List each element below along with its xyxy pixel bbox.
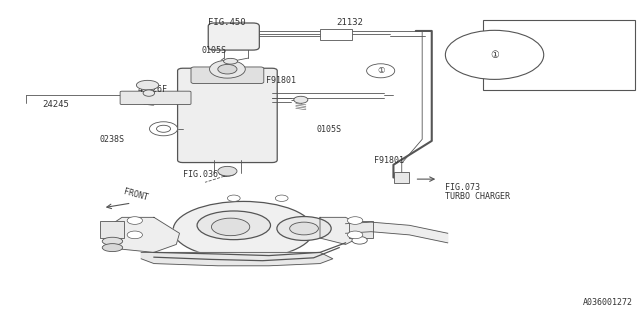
Circle shape <box>352 236 367 244</box>
Circle shape <box>275 195 288 201</box>
FancyBboxPatch shape <box>120 91 191 105</box>
Text: F91801: F91801 <box>374 156 404 164</box>
Text: 21132: 21132 <box>336 19 363 28</box>
Circle shape <box>157 125 171 132</box>
Circle shape <box>219 168 236 176</box>
Circle shape <box>218 64 237 74</box>
Ellipse shape <box>294 96 308 103</box>
Polygon shape <box>141 252 333 266</box>
Ellipse shape <box>211 218 250 236</box>
Text: 99083: 99083 <box>516 68 543 77</box>
FancyBboxPatch shape <box>208 23 259 50</box>
Text: FIG.036-2: FIG.036-2 <box>182 170 228 179</box>
Text: 0238S: 0238S <box>100 135 125 144</box>
Ellipse shape <box>102 244 123 252</box>
Ellipse shape <box>143 90 155 96</box>
Circle shape <box>367 64 395 78</box>
Text: 0105S: 0105S <box>317 125 342 134</box>
Text: TURBO CHARGER: TURBO CHARGER <box>445 192 509 201</box>
Circle shape <box>218 166 237 176</box>
Polygon shape <box>346 222 448 243</box>
Text: <’17MY- >: <’17MY- > <box>570 68 618 77</box>
Circle shape <box>209 60 245 78</box>
Text: A036001272: A036001272 <box>583 298 633 307</box>
Bar <box>100 220 124 238</box>
Text: 0105S: 0105S <box>202 45 227 55</box>
Circle shape <box>348 217 363 224</box>
Text: ①: ① <box>490 50 499 60</box>
Ellipse shape <box>102 237 123 245</box>
FancyBboxPatch shape <box>191 67 264 84</box>
Text: 99078: 99078 <box>516 33 543 42</box>
Polygon shape <box>320 217 358 244</box>
Ellipse shape <box>173 201 314 259</box>
Text: ①: ① <box>377 66 385 75</box>
Ellipse shape <box>290 222 319 235</box>
Circle shape <box>348 231 363 239</box>
Text: F91801: F91801 <box>266 76 296 85</box>
Text: < -’16MY>: < -’16MY> <box>570 33 618 42</box>
Text: FIG.073: FIG.073 <box>445 183 479 192</box>
Ellipse shape <box>277 217 331 240</box>
Circle shape <box>150 122 177 136</box>
Text: FRONT: FRONT <box>122 187 148 202</box>
Bar <box>349 220 373 238</box>
Bar <box>483 20 635 90</box>
Ellipse shape <box>197 211 271 240</box>
Bar <box>394 172 410 183</box>
FancyBboxPatch shape <box>177 68 277 163</box>
Text: FIG.450: FIG.450 <box>208 19 246 28</box>
Circle shape <box>127 231 143 239</box>
Polygon shape <box>113 217 179 252</box>
Text: 45126F: 45126F <box>138 85 168 94</box>
Circle shape <box>445 30 544 79</box>
Circle shape <box>127 217 143 224</box>
Text: 24245: 24245 <box>42 100 69 109</box>
Bar <box>320 29 352 40</box>
Ellipse shape <box>136 80 159 90</box>
Ellipse shape <box>223 58 237 64</box>
Circle shape <box>227 195 240 201</box>
